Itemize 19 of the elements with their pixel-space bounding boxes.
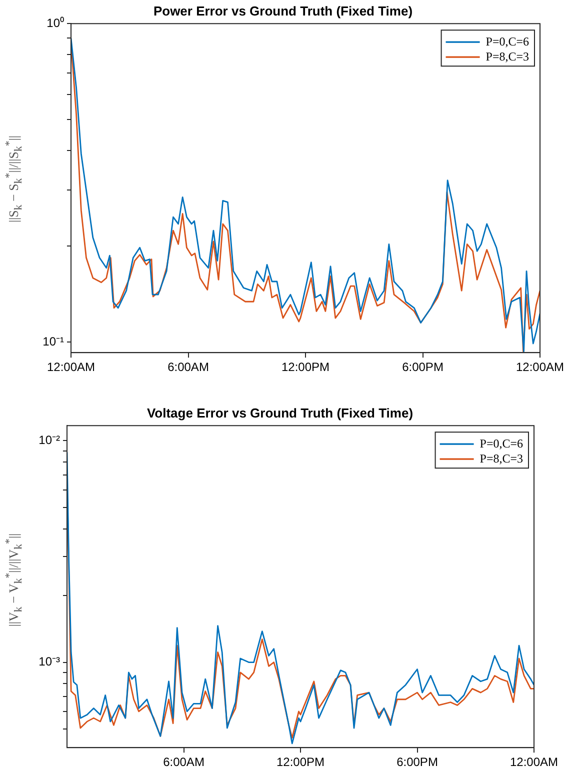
x-tick-label: 12:00AM [516, 360, 564, 374]
y-tick-label: 10⁻¹ [42, 334, 64, 348]
x-tick-label: 6:00PM [402, 360, 444, 374]
x-tick-label: 6:00AM [163, 755, 204, 770]
x-tick-label: 6:00PM [396, 755, 438, 770]
y-tick-label: 10⁰ [46, 16, 64, 30]
legend-label: P=8,C=3 [486, 49, 530, 64]
x-tick-label: 12:00AM [46, 360, 96, 374]
legend-label: P=8,C=3 [480, 451, 524, 466]
x-tick-label: 12:00PM [276, 755, 325, 770]
x-tick-label: 12:00AM [510, 755, 558, 770]
chart-title: Voltage Error vs Ground Truth (Fixed Time) [146, 405, 414, 420]
x-tick-label: 6:00AM [168, 360, 209, 374]
chart-title: Power Error vs Ground Truth (Fixed Time) [153, 3, 413, 18]
y-tick-label: 10⁻² [38, 433, 60, 448]
y-tick-label: 10⁻³ [38, 654, 60, 669]
legend-label: P=0,C=6 [480, 436, 524, 450]
x-tick-label: 12:00PM [281, 360, 330, 374]
legend-label: P=0,C=6 [486, 34, 530, 48]
